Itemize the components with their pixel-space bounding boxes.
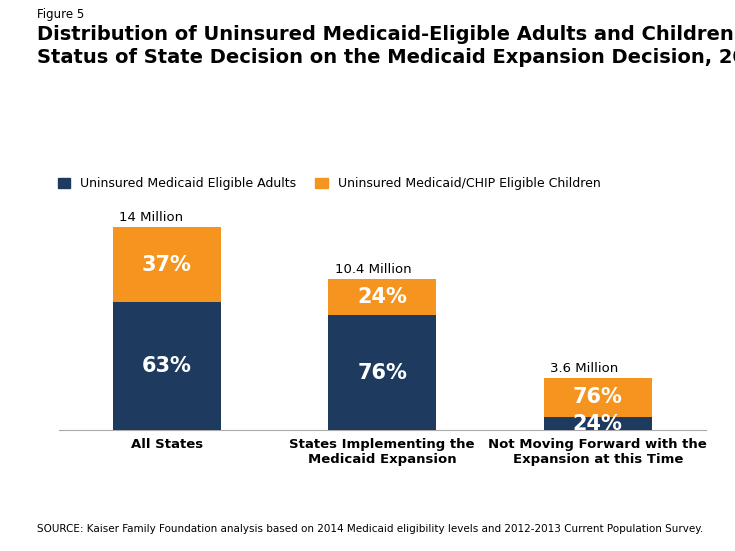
Text: Figure 5: Figure 5: [37, 8, 84, 21]
Text: 24%: 24%: [573, 414, 623, 434]
Text: 14 Million: 14 Million: [119, 212, 183, 224]
Text: All States: All States: [131, 438, 203, 451]
Text: 10.4 Million: 10.4 Million: [334, 263, 412, 277]
Bar: [329, 279, 436, 316]
Text: States Implementing the
Medicaid Expansion: States Implementing the Medicaid Expansi…: [290, 438, 475, 466]
Bar: [544, 417, 652, 430]
Text: FAMILY: FAMILY: [650, 519, 699, 532]
Text: Not Moving Forward with the
Expansion at this Time: Not Moving Forward with the Expansion at…: [489, 438, 707, 466]
Text: THE HENRY J.: THE HENRY J.: [656, 500, 693, 505]
Bar: [544, 378, 652, 417]
Bar: [329, 316, 436, 430]
Text: 24%: 24%: [357, 288, 407, 307]
Bar: [112, 228, 220, 302]
Text: Distribution of Uninsured Medicaid-Eligible Adults and Children by
Status of Sta: Distribution of Uninsured Medicaid-Eligi…: [37, 25, 735, 67]
Text: SOURCE: Kaiser Family Foundation analysis based on 2014 Medicaid eligibility lev: SOURCE: Kaiser Family Foundation analysi…: [37, 525, 703, 534]
Text: 63%: 63%: [142, 356, 192, 376]
Legend: Uninsured Medicaid Eligible Adults, Uninsured Medicaid/CHIP Eligible Children: Uninsured Medicaid Eligible Adults, Unin…: [58, 177, 600, 190]
Text: 37%: 37%: [142, 255, 192, 275]
Text: FOUNDATION: FOUNDATION: [651, 534, 698, 540]
Text: 76%: 76%: [573, 387, 623, 408]
Text: 3.6 Million: 3.6 Million: [551, 362, 619, 375]
Text: 76%: 76%: [357, 363, 407, 382]
Text: KAISER: KAISER: [649, 507, 700, 521]
Bar: [112, 302, 220, 430]
